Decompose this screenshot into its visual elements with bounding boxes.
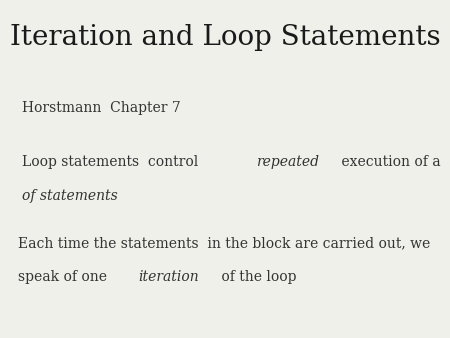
Text: Horstmann  Chapter 7: Horstmann Chapter 7 [22, 101, 181, 115]
Text: Iteration and Loop Statements: Iteration and Loop Statements [10, 24, 440, 51]
Text: repeated: repeated [256, 155, 319, 169]
Text: of the loop: of the loop [217, 270, 296, 284]
Text: execution of a: execution of a [337, 155, 445, 169]
Text: iteration: iteration [139, 270, 199, 284]
Text: Each time the statements  in the block are carried out, we: Each time the statements in the block ar… [18, 237, 430, 250]
Text: speak of one: speak of one [18, 270, 112, 284]
Text: of statements: of statements [22, 189, 118, 203]
Text: Loop statements  control: Loop statements control [22, 155, 203, 169]
